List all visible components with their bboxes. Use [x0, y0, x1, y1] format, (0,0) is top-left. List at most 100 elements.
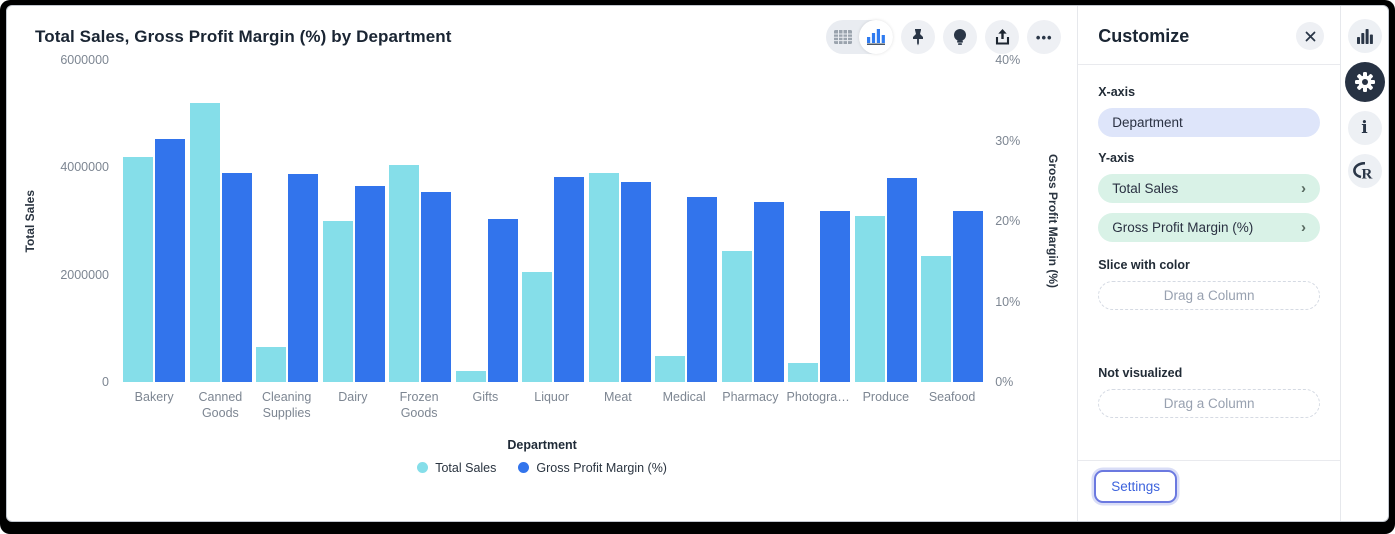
- axis-tick-label: 4000000: [60, 160, 109, 175]
- chart-title: Total Sales, Gross Profit Margin (%) by …: [35, 27, 452, 46]
- bar-total-sales[interactable]: [123, 156, 154, 382]
- bar-total-sales[interactable]: [721, 250, 752, 382]
- legend-swatch: [518, 462, 530, 473]
- close-icon: [1305, 31, 1315, 41]
- more-options-button[interactable]: •••: [1027, 20, 1062, 54]
- y-axis-column-pill-gross-profit-margin[interactable]: Gross Profit Margin (%) ›: [1098, 213, 1321, 242]
- x-tick-label: Medical: [662, 390, 706, 404]
- axis-tick-label: 6000000: [60, 53, 109, 67]
- bar-total-sales[interactable]: [588, 172, 619, 382]
- x-tick-label: Cleaning Supplies: [261, 390, 312, 421]
- bar-gross-profit-margin[interactable]: [820, 210, 851, 382]
- bar-gross-profit-margin[interactable]: [421, 192, 452, 382]
- chevron-right-icon: ›: [1301, 219, 1307, 236]
- x-tick-label: Gifts: [472, 390, 499, 404]
- bar-gross-profit-margin[interactable]: [554, 176, 585, 382]
- plot-area: [121, 60, 985, 382]
- slice-with-color-dropzone[interactable]: Drag a Column: [1098, 281, 1321, 310]
- slice-with-color-label: Slice with color: [1098, 258, 1190, 272]
- x-tick-label: Canned Goods: [198, 390, 243, 421]
- svg-text:R: R: [1361, 166, 1372, 181]
- bar-gross-profit-margin[interactable]: [753, 201, 784, 382]
- x-tick-label: Seafood: [928, 390, 976, 404]
- table-view-button[interactable]: [826, 20, 859, 54]
- bar-total-sales[interactable]: [921, 255, 952, 382]
- pin-button[interactable]: [901, 20, 936, 54]
- app-window: Total Sales, Gross Profit Margin (%) by …: [6, 5, 1389, 522]
- right-axis-title: Gross Profit Margin (%): [1046, 153, 1061, 288]
- legend-swatch: [417, 462, 429, 473]
- rail-chart-button[interactable]: [1347, 19, 1382, 53]
- bar-gross-profit-margin[interactable]: [953, 211, 984, 382]
- r-logo-icon: R: [1352, 161, 1372, 181]
- x-tick-label: Photogra…: [786, 390, 850, 404]
- rail-r-button[interactable]: R: [1347, 154, 1382, 188]
- settings-button[interactable]: Settings: [1094, 470, 1177, 503]
- y-axis-section-label: Y-axis: [1098, 151, 1135, 165]
- bar-total-sales[interactable]: [854, 215, 885, 382]
- chart-axes-row: Total Sales 0 2000000 4000000 6000000 Baker…: [7, 53, 1077, 422]
- bar-gross-profit-margin[interactable]: [221, 172, 252, 382]
- bar-gross-profit-margin[interactable]: [687, 196, 718, 382]
- bar-group: [719, 60, 785, 382]
- bar-gross-profit-margin[interactable]: [886, 178, 917, 382]
- bar-total-sales[interactable]: [655, 356, 686, 382]
- axis-tick-label: 10%: [995, 294, 1021, 309]
- chart-section: Total Sales, Gross Profit Margin (%) by …: [7, 6, 1077, 521]
- bar-total-sales[interactable]: [522, 271, 553, 382]
- left-axis-title: Total Sales: [23, 189, 37, 253]
- x-tick-row: Bakery Canned Goods Cleaning Supplies Dairy…: [121, 389, 985, 422]
- bar-gross-profit-margin[interactable]: [620, 181, 651, 382]
- chart-view-button[interactable]: [859, 20, 894, 54]
- bar-total-sales[interactable]: [256, 347, 287, 382]
- upload-icon: [995, 29, 1009, 45]
- legend-label: Gross Profit Margin (%): [536, 460, 667, 475]
- bar-total-sales[interactable]: [788, 363, 819, 382]
- bar-total-sales[interactable]: [189, 102, 220, 382]
- axis-tick-label: 0%: [995, 375, 1014, 389]
- bar-group: [520, 60, 586, 382]
- bar-group: [852, 60, 918, 382]
- x-tick-label: Liquor: [534, 390, 569, 404]
- axis-tick-label: 30%: [995, 133, 1021, 148]
- table-icon: [833, 30, 852, 44]
- bar-group: [653, 60, 719, 382]
- bar-total-sales[interactable]: [389, 164, 420, 382]
- x-axis-column-label: Department: [1112, 115, 1183, 130]
- share-button[interactable]: [985, 20, 1020, 54]
- bar-gross-profit-margin[interactable]: [288, 173, 319, 382]
- axis-tick-label: 40%: [995, 53, 1021, 67]
- dropzone-placeholder: Drag a Column: [1163, 396, 1255, 411]
- lightbulb-icon: [954, 29, 967, 45]
- legend-item-total-sales[interactable]: Total Sales: [417, 461, 496, 475]
- x-tick-label: Pharmacy: [722, 390, 779, 404]
- axis-tick-label: 20%: [995, 214, 1021, 228]
- axis-tick-label: 0: [102, 375, 109, 389]
- bar-group: [121, 60, 187, 382]
- footer-divider: [1078, 460, 1341, 461]
- close-panel-button[interactable]: [1296, 22, 1325, 50]
- axis-tick-label: 2000000: [60, 267, 109, 282]
- bar-gross-profit-margin[interactable]: [354, 186, 385, 382]
- lightbulb-button[interactable]: [943, 20, 978, 54]
- bar-group: [254, 60, 320, 382]
- right-axis-ticks: 0% 10% 20% 30% 40%: [985, 53, 1035, 389]
- chart-header: Total Sales, Gross Profit Margin (%) by …: [7, 6, 1077, 54]
- y-axis-column-pill-total-sales[interactable]: Total Sales ›: [1098, 174, 1321, 203]
- panel-divider: [1078, 64, 1341, 65]
- bar-group: [786, 60, 852, 382]
- bar-gross-profit-margin[interactable]: [487, 218, 518, 382]
- y-axis-column-label: Total Sales: [1112, 181, 1179, 196]
- legend-item-gross-profit-margin[interactable]: Gross Profit Margin (%): [518, 461, 667, 475]
- bar-total-sales[interactable]: [455, 371, 486, 382]
- rail-info-button[interactable]: i: [1347, 111, 1382, 145]
- rail-settings-button[interactable]: [1344, 62, 1385, 102]
- x-tick-label: Bakery: [134, 390, 174, 404]
- not-visualized-dropzone[interactable]: Drag a Column: [1098, 389, 1321, 418]
- x-axis-column-pill[interactable]: Department: [1098, 108, 1321, 137]
- info-icon: i: [1361, 118, 1368, 138]
- bar-gross-profit-margin[interactable]: [155, 138, 186, 382]
- bar-total-sales[interactable]: [322, 221, 353, 382]
- left-axis-ticks: 0 2000000 4000000 6000000: [45, 53, 121, 389]
